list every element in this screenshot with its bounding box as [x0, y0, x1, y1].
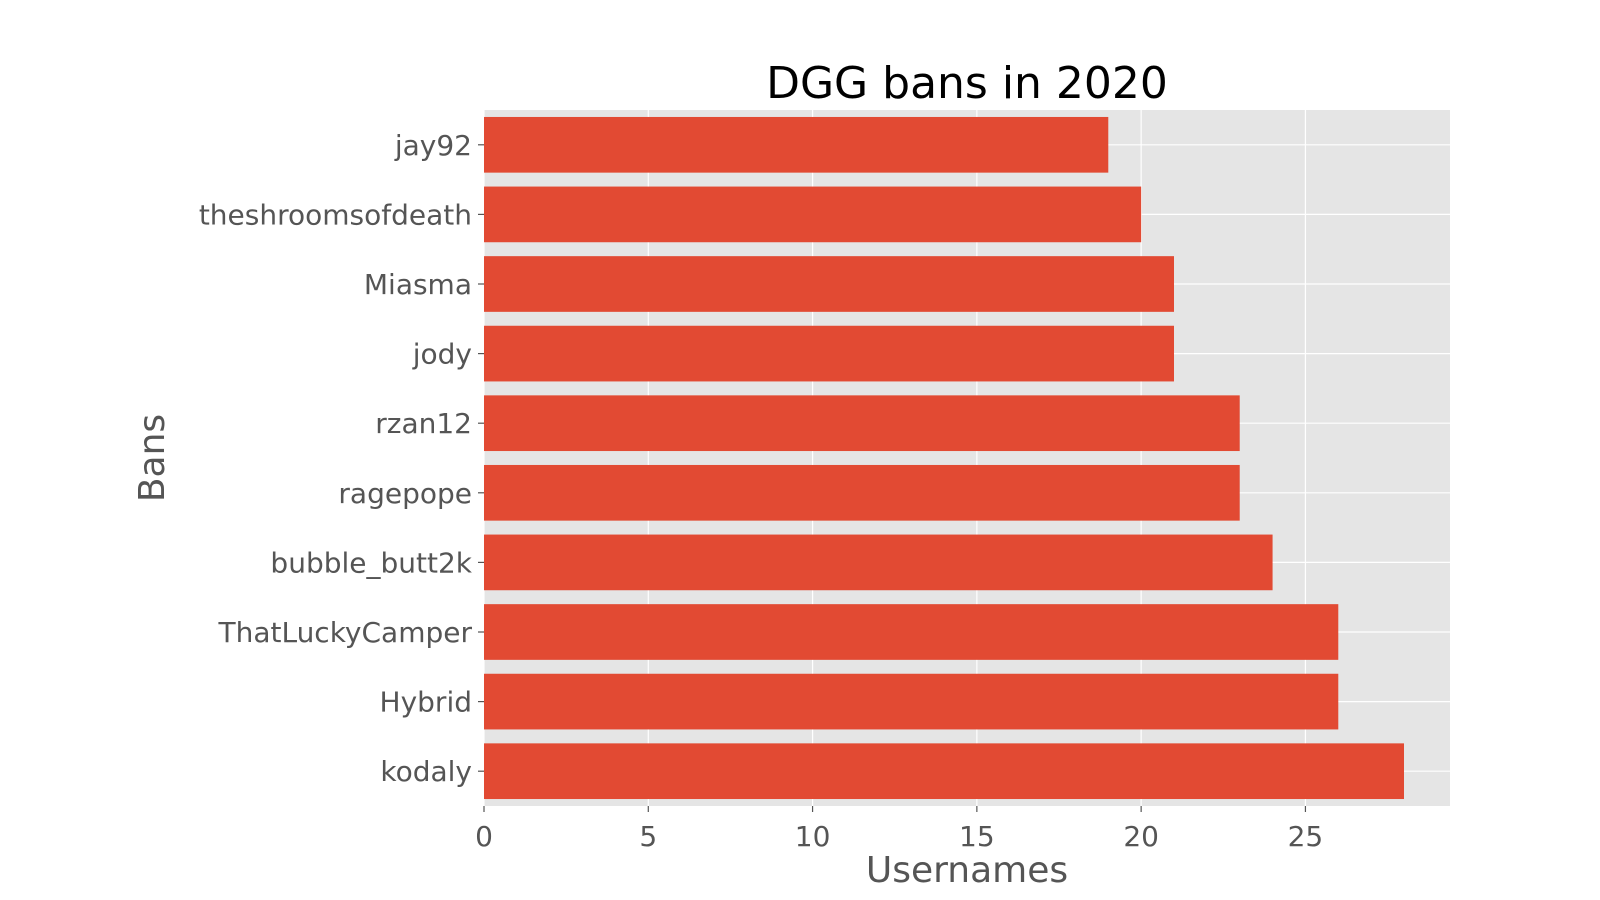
x-tick-label: 5: [639, 820, 657, 853]
y-axis-label: Bans: [132, 414, 173, 502]
chart-title: DGG bans in 2020: [766, 58, 1168, 109]
bar-bubble_butt2k: [484, 534, 1273, 591]
bars: [484, 116, 1404, 800]
x-tick-label: 20: [1123, 820, 1159, 853]
x-tick-label: 10: [795, 820, 831, 853]
y-axis-ticks: kodaly Hybrid ThatLuckyCamper bubble_butt2k…: [199, 129, 484, 788]
x-tick-label: 0: [475, 820, 493, 853]
y-tick-label: Miasma: [364, 268, 472, 301]
y-tick-label: Hybrid: [380, 686, 472, 719]
bar-rzan12: [484, 395, 1240, 452]
x-tick-label: 15: [959, 820, 995, 853]
x-axis-label: Usernames: [866, 850, 1068, 891]
y-tick-label: ThatLuckyCamper: [217, 616, 472, 649]
bar-ragepope: [484, 464, 1240, 521]
y-tick-label: jay92: [394, 129, 472, 162]
bar-theshroomsofdeath: [484, 186, 1142, 243]
y-tick-label: theshroomsofdeath: [199, 198, 472, 231]
y-tick-label: rzan12: [375, 407, 472, 440]
x-tick-label: 25: [1288, 820, 1324, 853]
y-tick-label: jody: [412, 338, 472, 371]
bar-kodaly: [484, 743, 1404, 800]
y-tick-label: ragepope: [338, 477, 472, 510]
bar-ThatLuckyCamper: [484, 604, 1339, 660]
bar-jay92: [484, 116, 1109, 173]
x-axis-ticks: 0 5 10 15 20 25: [475, 806, 1323, 853]
y-tick-label: bubble_butt2k: [270, 546, 472, 579]
bar-Miasma: [484, 256, 1174, 312]
bar-Hybrid: [484, 673, 1339, 730]
bar-jody: [484, 325, 1174, 382]
y-tick-label: kodaly: [380, 755, 472, 788]
